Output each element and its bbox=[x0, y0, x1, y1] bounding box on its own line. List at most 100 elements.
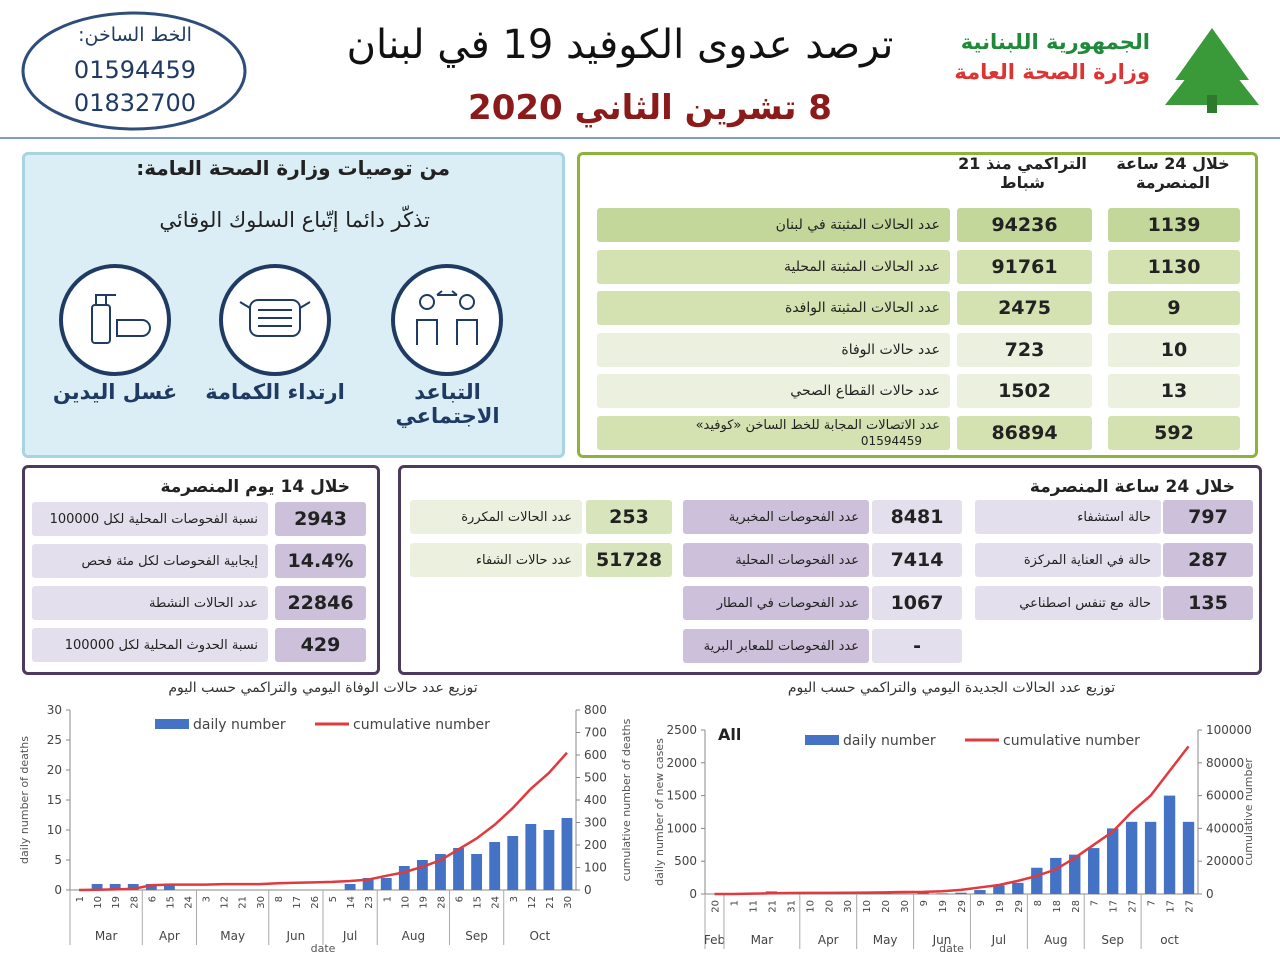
row-label: عدد حالات الوفاة bbox=[597, 332, 950, 367]
hotline-number: 01832700 bbox=[73, 89, 197, 117]
x-tick-label: 24 bbox=[183, 896, 194, 909]
month-label: Aug bbox=[402, 929, 425, 943]
panel-title: خلال 14 يوم المنصرمة bbox=[160, 477, 350, 497]
bar bbox=[1050, 857, 1062, 894]
y2-tick-label: 100000 bbox=[1206, 723, 1252, 737]
cumulative-line bbox=[79, 751, 568, 892]
summary-panel bbox=[577, 152, 1258, 458]
hotline-number: 01594459 bbox=[73, 56, 197, 84]
x-tick-label: 20 bbox=[881, 900, 892, 913]
bar bbox=[1031, 867, 1043, 894]
row-label: عدد الفحوصات للمعابر البرية bbox=[683, 629, 869, 663]
x-tick-label: 19 bbox=[995, 900, 1006, 913]
recommendation-item: ارتداء الكمامة bbox=[205, 380, 345, 404]
distancing-icon bbox=[391, 264, 503, 376]
row-label: عدد الحالات المكررة bbox=[410, 500, 582, 534]
legend-swatch bbox=[805, 735, 839, 745]
bar bbox=[561, 818, 573, 890]
month-label: Oct bbox=[529, 929, 550, 943]
bar bbox=[543, 830, 555, 890]
y-tick-label: 5 bbox=[54, 853, 62, 867]
row-value: - bbox=[872, 629, 962, 663]
daily-panel bbox=[398, 465, 1262, 675]
x-tick-label: 1 bbox=[382, 896, 393, 902]
row-label: عدد الحالات المثبتة الوافدة bbox=[597, 291, 950, 325]
y-tick-label: 1000 bbox=[666, 821, 697, 835]
x-tick-label: 8 bbox=[1033, 900, 1044, 906]
bar bbox=[1069, 854, 1081, 894]
y-tick-label: 10 bbox=[47, 823, 62, 837]
bar bbox=[127, 884, 139, 890]
row-value: 253 bbox=[586, 500, 672, 534]
y-tick-label: 1500 bbox=[666, 789, 697, 803]
x-tick-label: 7 bbox=[1147, 900, 1158, 906]
month-label: Sep bbox=[1101, 933, 1124, 947]
recommendations-subtitle: تذكّر دائما إتّباع السلوك الوقائي bbox=[159, 208, 430, 232]
y2-tick-label: 0 bbox=[584, 883, 592, 897]
x-tick-label: 24 bbox=[491, 896, 502, 909]
page-date: 8 تشرين الثاني 2020 bbox=[468, 88, 832, 128]
daily-value: 1130 bbox=[1108, 249, 1240, 284]
row-label: عدد الفحوصات في المطار bbox=[683, 586, 869, 620]
cumulative-value: 86894 bbox=[957, 415, 1092, 450]
legend-label: daily number bbox=[843, 733, 936, 749]
x-tick-label: 27 bbox=[1185, 900, 1196, 913]
y2-tick-label: 500 bbox=[584, 771, 607, 785]
x-tick-label: 14 bbox=[346, 896, 357, 909]
x-tick-label: 1 bbox=[75, 896, 86, 902]
row-label: عدد الاتصالات المجابة للخط الساخن «كوفيد… bbox=[597, 415, 950, 450]
bar bbox=[471, 854, 483, 890]
x-tick-label: 12 bbox=[527, 896, 538, 909]
x-tick-label: 10 bbox=[805, 900, 816, 913]
bar bbox=[1125, 821, 1138, 894]
column-header: التراكمي منذ 21 شباط bbox=[958, 154, 1087, 192]
y-tick-label: 2500 bbox=[666, 723, 697, 737]
ministry-line: وزارة الصحة العامة bbox=[954, 60, 1150, 84]
ministry-line: الجمهورية اللبنانية bbox=[960, 30, 1150, 54]
row-value: 429 bbox=[275, 628, 366, 662]
x-tick-label: 20 bbox=[824, 900, 835, 913]
month-label: oct bbox=[1160, 933, 1179, 947]
hotline-ellipse bbox=[21, 11, 247, 131]
y-tick-label: 0 bbox=[689, 887, 697, 901]
cumulative-value: 723 bbox=[957, 332, 1092, 367]
x-tick-label: 10 bbox=[93, 896, 104, 909]
hotline-label: الخط الساخن: bbox=[78, 24, 192, 46]
month-label: Sep bbox=[465, 929, 488, 943]
x-tick-label: 6 bbox=[455, 896, 466, 902]
cedar-logo bbox=[1165, 28, 1259, 113]
bar bbox=[453, 848, 464, 890]
x-tick-label: 3 bbox=[509, 896, 520, 902]
x-tick-label: 29 bbox=[1014, 900, 1025, 913]
x-tick-label: 29 bbox=[957, 900, 968, 913]
x-axis-label: date bbox=[939, 942, 964, 955]
row-value: 797 bbox=[1163, 500, 1253, 534]
x-tick-label: 5 bbox=[328, 896, 339, 902]
x-tick-label: 28 bbox=[436, 896, 447, 909]
chart-title: توزيع عدد الحالات الجديدة اليومي والتراك… bbox=[788, 680, 1115, 696]
row-label: حالة مع تنفس اصطناعي bbox=[975, 586, 1161, 620]
y2-tick-label: 200 bbox=[584, 838, 607, 852]
mask-icon bbox=[219, 264, 331, 376]
month-label: May bbox=[220, 929, 245, 943]
row-label: عدد الحالات المثبتة المحلية bbox=[597, 249, 950, 284]
y-axis-label: daily number of new cases bbox=[653, 738, 666, 886]
x-tick-label: 30 bbox=[563, 896, 574, 909]
fourteen-days-panel bbox=[22, 465, 380, 675]
month-label: Jul bbox=[991, 933, 1006, 947]
y-tick-label: 2000 bbox=[666, 756, 697, 770]
row-label: نسبة الفحوصات المحلية لكل 100000 bbox=[32, 502, 268, 536]
x-tick-label: 1 bbox=[729, 900, 740, 906]
month-label: Apr bbox=[818, 933, 839, 947]
bar bbox=[955, 892, 967, 894]
y-tick-label: 20 bbox=[47, 763, 62, 777]
x-tick-label: 17 bbox=[292, 896, 303, 909]
row-label: عدد حالات القطاع الصحي bbox=[597, 374, 950, 408]
bar bbox=[91, 884, 103, 890]
y2-tick-label: 400 bbox=[584, 793, 607, 807]
x-tick-label: 30 bbox=[256, 896, 267, 909]
month-label: Jul bbox=[342, 929, 357, 943]
bar bbox=[344, 884, 356, 890]
x-tick-label: 9 bbox=[919, 900, 930, 906]
y-axis-label: daily number of deaths bbox=[18, 736, 31, 864]
